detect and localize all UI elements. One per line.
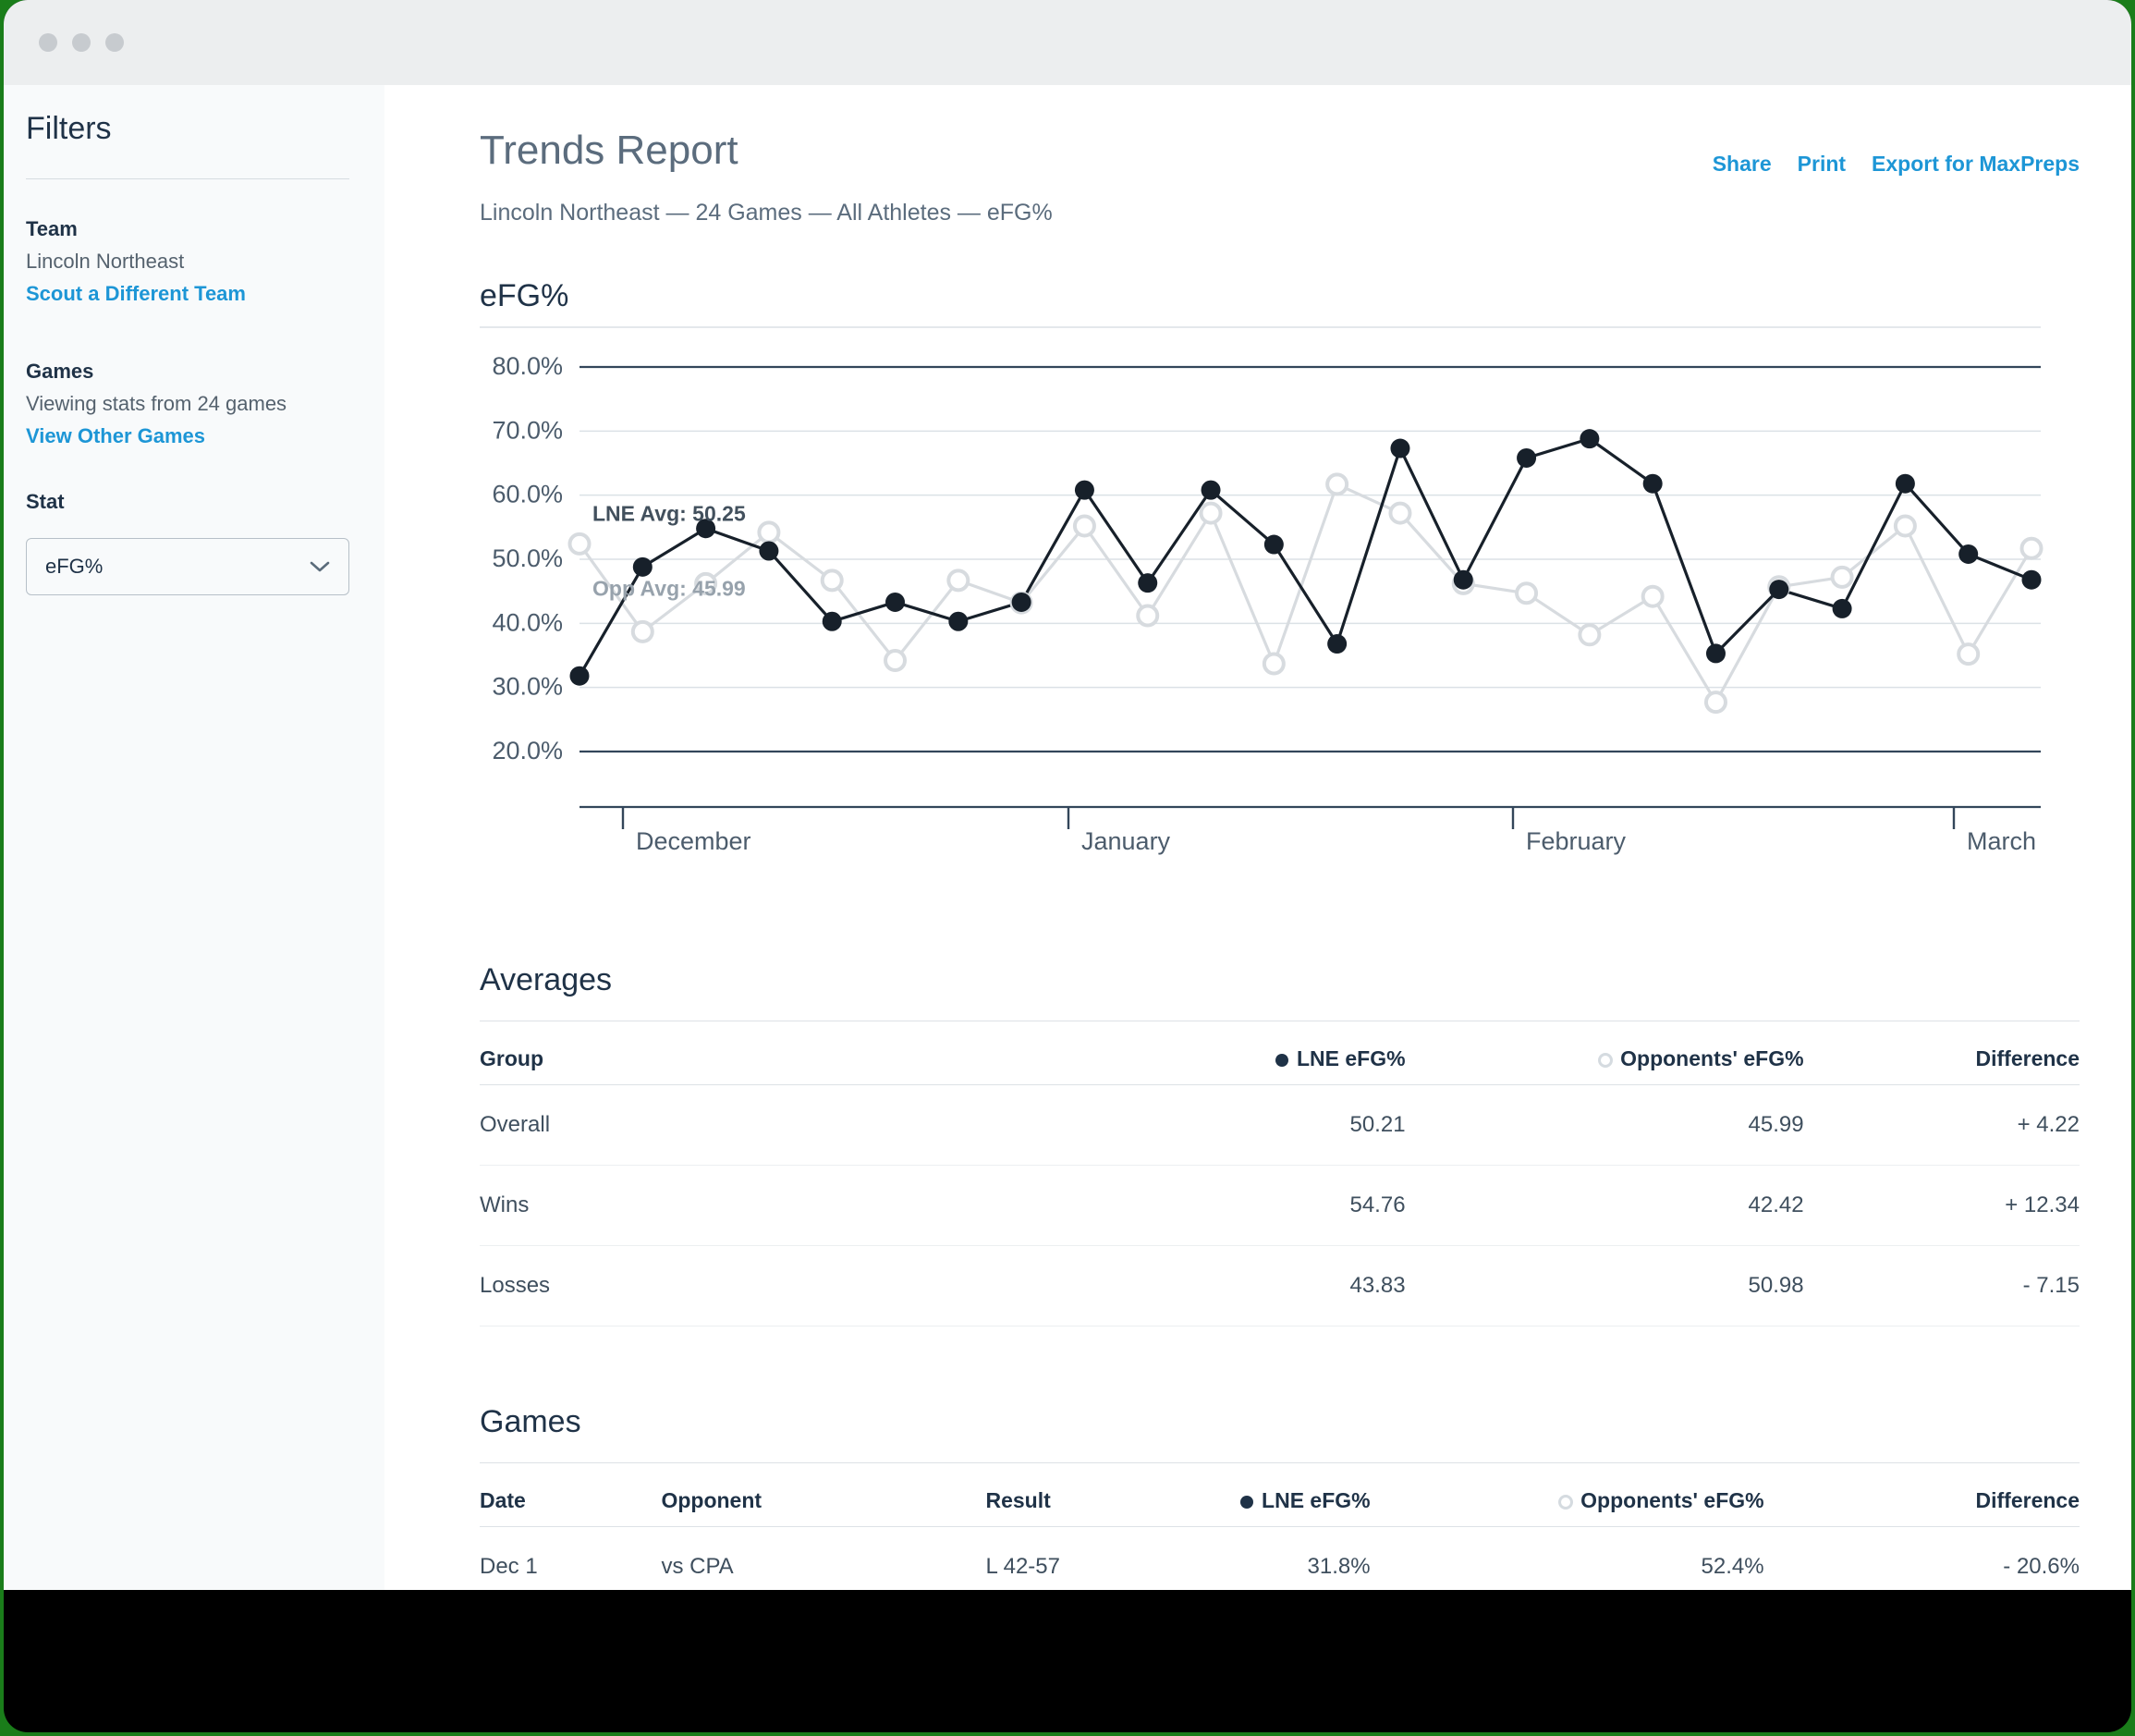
- svg-text:December: December: [636, 827, 751, 855]
- svg-text:50.0%: 50.0%: [492, 544, 563, 572]
- svg-text:LNE Avg: 50.25: LNE Avg: 50.25: [592, 501, 746, 525]
- svg-text:40.0%: 40.0%: [492, 608, 563, 636]
- svg-text:60.0%: 60.0%: [492, 481, 563, 508]
- svg-text:Opp Avg: 45.99: Opp Avg: 45.99: [592, 577, 746, 601]
- svg-text:February: February: [1526, 827, 1627, 855]
- svg-text:20.0%: 20.0%: [492, 737, 563, 764]
- svg-text:30.0%: 30.0%: [492, 673, 563, 701]
- svg-text:80.0%: 80.0%: [492, 352, 563, 380]
- svg-text:70.0%: 70.0%: [492, 416, 563, 444]
- svg-text:March: March: [1967, 827, 2036, 855]
- svg-text:January: January: [1081, 827, 1171, 855]
